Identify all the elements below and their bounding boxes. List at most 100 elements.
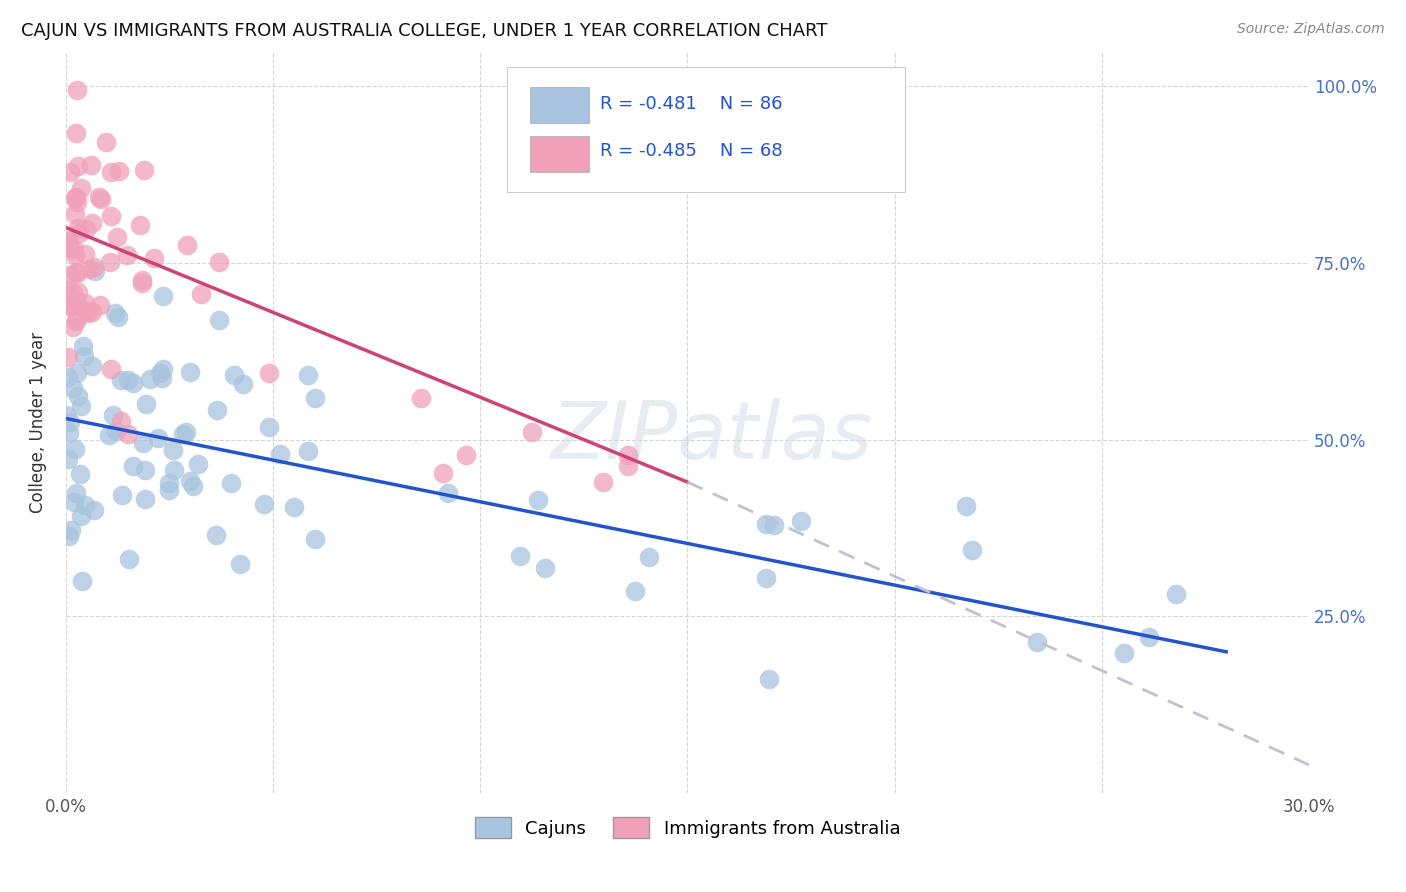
Point <box>100 209 122 223</box>
Point <box>134 492 156 507</box>
Point <box>117 373 139 387</box>
Point <box>269 447 291 461</box>
Point <box>56 235 79 249</box>
Point <box>257 366 280 380</box>
Point <box>187 458 209 472</box>
Point <box>75 246 97 260</box>
Point <box>58 425 80 440</box>
Point <box>118 551 141 566</box>
Point <box>65 485 87 500</box>
Point <box>58 529 80 543</box>
Y-axis label: College, Under 1 year: College, Under 1 year <box>30 332 46 513</box>
Point <box>432 467 454 481</box>
Point <box>82 359 104 373</box>
Point <box>100 362 122 376</box>
Point <box>257 420 280 434</box>
Point <box>176 238 198 252</box>
Point <box>179 474 201 488</box>
Text: R = -0.481    N = 86: R = -0.481 N = 86 <box>600 95 783 113</box>
FancyBboxPatch shape <box>530 136 589 172</box>
Point <box>90 192 112 206</box>
Point <box>60 524 83 538</box>
Point <box>100 255 122 269</box>
Point <box>72 339 94 353</box>
Point <box>638 550 661 565</box>
Point <box>139 372 162 386</box>
Point <box>207 402 229 417</box>
Point <box>533 561 555 575</box>
Point <box>66 159 89 173</box>
Point <box>100 165 122 179</box>
Point <box>527 493 550 508</box>
Point <box>117 427 139 442</box>
Point <box>181 479 204 493</box>
Point <box>65 313 87 327</box>
Point <box>1026 634 1049 648</box>
Point <box>592 475 614 490</box>
Point <box>131 436 153 450</box>
Point <box>436 486 458 500</box>
Point <box>297 444 319 458</box>
Point <box>63 191 86 205</box>
Point <box>76 306 98 320</box>
Point <box>70 574 93 588</box>
Point <box>101 408 124 422</box>
Point <box>89 190 111 204</box>
Point <box>66 285 89 300</box>
Point <box>960 542 983 557</box>
Point <box>232 377 254 392</box>
Point <box>69 399 91 413</box>
Point <box>304 532 326 546</box>
Point <box>1114 646 1136 660</box>
Point <box>149 366 172 380</box>
Point <box>83 260 105 275</box>
Point <box>229 558 252 572</box>
Point <box>62 381 84 395</box>
Point <box>110 414 132 428</box>
Text: ZIPatlas: ZIPatlas <box>551 398 873 475</box>
Point <box>762 517 785 532</box>
Point <box>297 368 319 382</box>
Point <box>62 320 84 334</box>
Point <box>59 241 82 255</box>
Point <box>222 368 245 382</box>
Point <box>152 361 174 376</box>
FancyBboxPatch shape <box>530 87 589 123</box>
Point <box>65 265 87 279</box>
Point <box>617 448 640 462</box>
Point <box>67 389 90 403</box>
Point <box>104 306 127 320</box>
Point <box>62 242 84 256</box>
Point <box>75 222 97 236</box>
Point <box>283 500 305 515</box>
Text: Source: ZipAtlas.com: Source: ZipAtlas.com <box>1237 22 1385 37</box>
Point <box>70 181 93 195</box>
Point <box>66 220 89 235</box>
Point <box>79 261 101 276</box>
Point <box>89 298 111 312</box>
Point <box>107 310 129 324</box>
Point <box>110 373 132 387</box>
Point <box>55 408 77 422</box>
Point <box>56 283 79 297</box>
Point <box>59 165 82 179</box>
Point <box>58 233 80 247</box>
Point <box>134 463 156 477</box>
Point <box>122 376 145 391</box>
Point <box>134 397 156 411</box>
Point <box>98 428 121 442</box>
Point <box>789 514 811 528</box>
Point <box>80 305 103 319</box>
Point <box>755 516 778 531</box>
Point <box>96 136 118 150</box>
Point <box>131 277 153 291</box>
Point <box>1166 587 1188 601</box>
Text: R = -0.485    N = 68: R = -0.485 N = 68 <box>600 142 783 160</box>
Point <box>66 83 89 97</box>
Point <box>624 584 647 599</box>
Point <box>110 488 132 502</box>
Point <box>75 303 97 318</box>
Point <box>59 415 82 429</box>
Point <box>163 463 186 477</box>
Point <box>59 298 82 312</box>
